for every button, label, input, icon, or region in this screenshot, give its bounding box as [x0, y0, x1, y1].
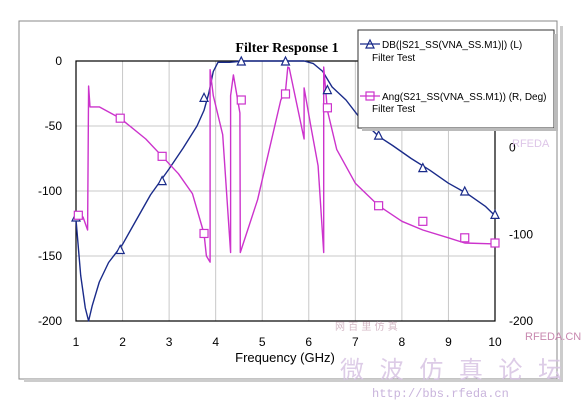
series-line-angle: [75, 66, 496, 263]
data-point-square: [280, 89, 291, 99]
chart-title: Filter Response 1: [235, 41, 338, 56]
series-line-db: [75, 60, 496, 322]
data-point-square: [157, 151, 167, 161]
data-point-square: [115, 113, 125, 123]
data-point-square: [490, 238, 500, 248]
data-point-square: [418, 216, 428, 226]
x-tick-labels: 1 2 3 4 5 6 7 8 9 10: [73, 335, 502, 349]
y-right-tick-labels: 1000-100-200: [509, 54, 533, 328]
data-point-triangle: [157, 175, 168, 186]
legend-shadow-right: [554, 34, 558, 131]
y-left-tick-label: 0: [55, 54, 62, 68]
data-point-triangle: [199, 92, 209, 103]
x-tick-label: 7: [352, 335, 359, 349]
data-point-triangle: [373, 129, 384, 140]
frame-shadow-right: [560, 26, 563, 382]
data-point-square: [322, 103, 332, 113]
data-point-square: [460, 233, 470, 243]
x-tick-label: 5: [259, 335, 266, 349]
legend-sub-db: Filter Test: [372, 53, 415, 64]
y-left-tick-label: -150: [38, 249, 62, 263]
watermark-side-rfeda: RFEDA: [512, 138, 550, 150]
data-point-triangle: [490, 209, 500, 219]
watermark-top-faint: 网 百 里 仿 真: [335, 320, 398, 333]
y-left-tick-label: -50: [45, 119, 63, 133]
watermark-url: http://bbs.rfeda.cn: [372, 387, 509, 401]
data-point-square: [199, 228, 209, 239]
legend: DB(|S21_SS(VNA_SS.M1)|) (L) Filter Test …: [357, 29, 558, 131]
x-tick-label: 1: [73, 335, 80, 349]
data-point-square: [374, 201, 384, 211]
frame-shadow-bottom: [24, 379, 563, 382]
legend-shadow-bottom: [362, 128, 558, 131]
watermark-rfeda: RFEDA.CN: [525, 331, 581, 343]
data-point-triangle: [459, 185, 470, 196]
x-axis-label: Frequency (GHz): [235, 350, 335, 365]
legend-box: [357, 29, 555, 129]
data-point-triangle: [322, 84, 333, 95]
x-tick-label: 6: [305, 335, 312, 349]
y-left-tick-label: -200: [38, 314, 62, 328]
y-right-tick-label: 0: [509, 141, 516, 155]
data-point-triangle: [280, 55, 291, 66]
watermark-chinese: 微 波 仿 真 论 坛: [340, 356, 566, 384]
legend-square-icon: [365, 91, 375, 101]
watermark: 网 百 里 仿 真 RFEDA.CN RFEDA 微 波 仿 真 论 坛 htt…: [335, 138, 581, 401]
markers-layer: [71, 55, 500, 255]
data-point-triangle: [115, 244, 126, 255]
x-tick-label: 2: [119, 335, 126, 349]
legend-sub-ang: Filter Test: [372, 104, 415, 115]
x-tick-label: 8: [399, 335, 406, 349]
y-right-tick-label: -200: [509, 314, 533, 328]
x-tick-label: 4: [212, 335, 219, 349]
data-point-triangle: [417, 162, 428, 173]
x-tick-label: 9: [445, 335, 452, 349]
y-right-tick-label: -100: [509, 227, 533, 241]
data-point-triangle: [236, 55, 247, 66]
y-left-tick-label: -100: [38, 184, 62, 198]
y-left-tick-labels: 0 -50 -100 -150 -200: [38, 54, 62, 328]
data-point-square: [236, 95, 246, 105]
x-tick-label: 3: [166, 335, 173, 349]
series-layer: [75, 60, 496, 322]
x-tick-label: 10: [488, 335, 502, 349]
data-point-square: [73, 210, 83, 220]
legend-triangle-icon: [365, 38, 375, 49]
legend-label-ang: Ang(S21_SS(VNA_SS.M1)) (R, Deg): [382, 92, 547, 103]
legend-label-db: DB(|S21_SS(VNA_SS.M1)|) (L): [382, 40, 522, 51]
